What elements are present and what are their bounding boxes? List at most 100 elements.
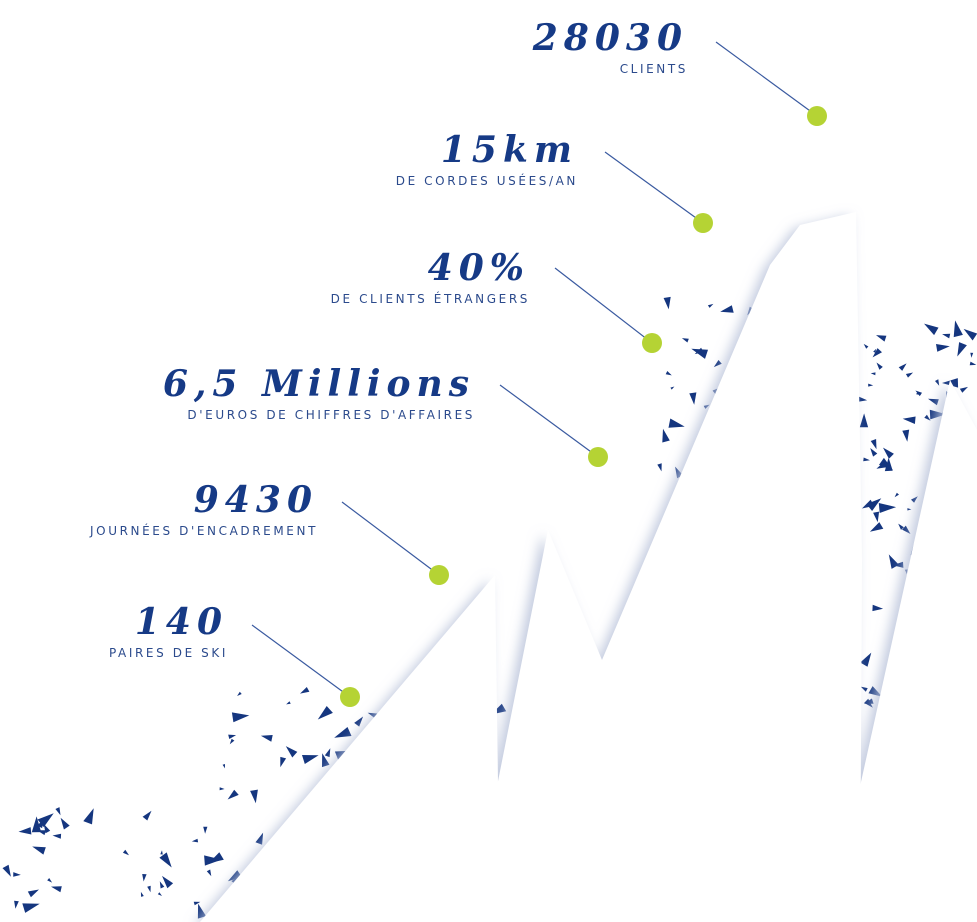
shard [31,816,42,833]
shard [670,386,675,390]
shard [227,870,242,882]
shard [160,850,163,855]
shard [197,903,207,919]
shard [860,652,872,667]
shard [300,687,310,694]
shard [884,457,893,472]
shard [147,885,151,893]
shard [260,735,273,742]
shard [873,511,880,523]
shard [959,386,968,393]
shard [665,371,672,376]
stat-label: D'EUROS DE CHIFFRES D'AFFAIRES [187,408,475,422]
shard [970,352,974,358]
shard [883,447,894,459]
mountain-left [200,575,500,922]
shard [663,296,671,310]
shard [924,414,931,421]
shard [657,463,662,472]
shard [857,396,868,402]
dot [340,687,360,707]
shard [902,429,910,442]
shard [27,889,39,898]
shard [691,348,708,359]
shard [873,348,877,353]
dot [642,333,662,353]
dot [588,447,608,467]
shard [902,525,911,534]
shard [159,881,165,889]
shard [928,398,939,406]
shard [876,462,887,469]
shard [707,303,714,308]
shard [51,886,62,893]
shard [870,439,877,450]
shard [859,413,869,428]
shard [916,391,922,396]
shard [888,554,899,569]
connector [499,384,599,458]
shard [969,361,977,366]
connector [604,151,704,224]
shard [902,416,916,424]
stat-label: DE CORDES USÉES/AN [396,173,578,188]
shard [703,404,710,409]
shard [720,305,734,313]
shard [957,342,967,357]
mountain-right [830,380,977,922]
connector [554,267,653,344]
shard [250,789,258,804]
shard [876,362,883,370]
shard [52,833,62,839]
shard [872,604,884,612]
shard [37,830,46,836]
dot [807,106,827,126]
shard [334,727,352,738]
shard [280,756,287,768]
stat-value: 15km [441,129,578,171]
shard [222,764,225,769]
shard [898,363,907,371]
stat-label: PAIRES DE SKI [109,646,228,660]
mountains [200,212,977,922]
shard [864,698,873,708]
shard [713,360,722,368]
dot [693,213,713,233]
connector [341,501,440,576]
stat-label: DE CLIENTS ÉTRANGERS [331,291,530,306]
shard [142,810,152,821]
shard [159,852,172,868]
shard [868,686,883,697]
shard [237,691,242,696]
shard [898,523,904,530]
connector [715,41,818,117]
mountain-mid [640,660,860,922]
shard [322,753,330,768]
shard [872,348,882,358]
shard [60,817,70,830]
shard [285,746,298,758]
shard [878,503,897,513]
shard [863,457,870,462]
shard [227,789,239,800]
shard [32,846,46,855]
shard [894,492,899,498]
shard [47,878,53,883]
shard [208,852,224,864]
connector [251,624,351,698]
shard [324,748,331,758]
shard [191,838,199,843]
shard [904,569,908,575]
shard [231,712,250,723]
stat-value: 28030 [532,17,688,59]
shard [55,807,61,816]
shard [907,508,912,511]
shard [2,864,11,877]
shard [662,428,670,443]
stat-value: 9430 [194,479,318,521]
stat-value: 6,5 Millions [163,363,475,405]
shard [37,813,54,828]
shard [929,409,947,420]
shard [219,787,225,791]
